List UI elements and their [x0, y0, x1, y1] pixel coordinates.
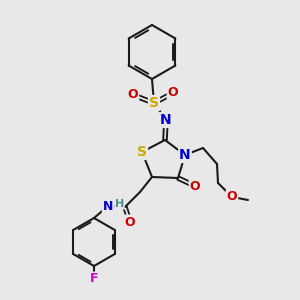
- Text: F: F: [90, 272, 98, 286]
- Text: N: N: [179, 148, 191, 162]
- Text: O: O: [168, 86, 178, 100]
- Text: H: H: [115, 199, 124, 209]
- Text: S: S: [137, 145, 147, 159]
- Text: O: O: [125, 215, 135, 229]
- Text: O: O: [128, 88, 138, 101]
- Text: S: S: [149, 96, 159, 110]
- Text: N: N: [160, 113, 172, 127]
- Text: N: N: [103, 200, 113, 212]
- Text: O: O: [190, 179, 200, 193]
- Text: O: O: [227, 190, 237, 203]
